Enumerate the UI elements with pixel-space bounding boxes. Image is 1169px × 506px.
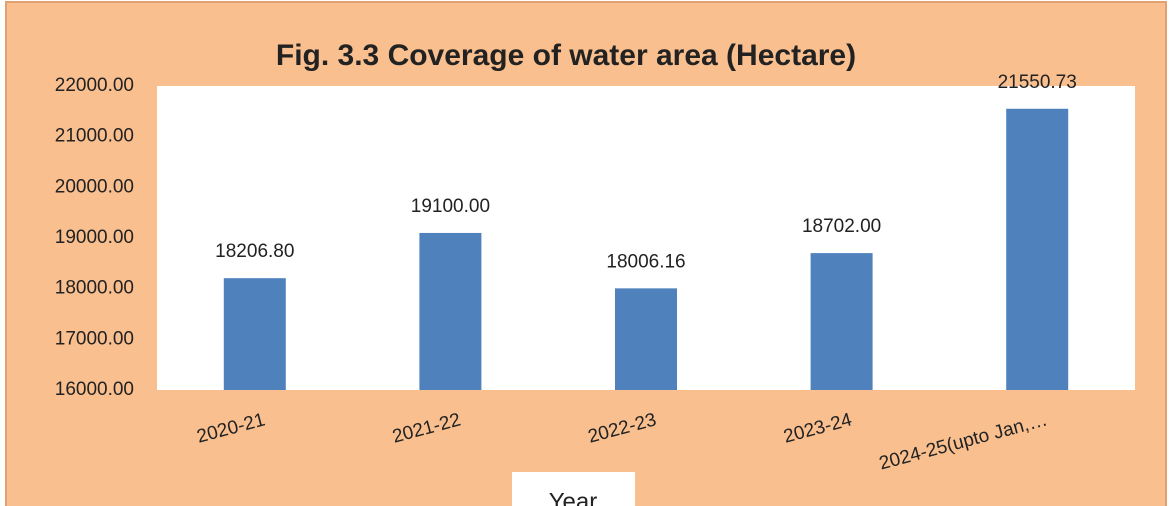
data-label: 18702.00: [802, 216, 881, 237]
y-tick-label: 21000.00: [55, 126, 134, 147]
bar: [223, 278, 286, 390]
bar: [615, 288, 677, 390]
data-label: 18206.80: [215, 241, 294, 262]
data-label: 21550.73: [998, 72, 1077, 93]
chart-title: Fig. 3.3 Coverage of water area (Hectare…: [276, 39, 856, 72]
y-tick-label: 22000.00: [55, 75, 134, 96]
bar: [419, 232, 482, 390]
bar: [1006, 108, 1069, 391]
y-tick-label: 17000.00: [55, 328, 134, 349]
x-label-box: [512, 472, 635, 506]
data-label: 18006.16: [606, 251, 685, 272]
bar: [810, 253, 873, 390]
y-tick-label: 18000.00: [55, 278, 134, 299]
y-tick-label: 16000.00: [55, 379, 134, 400]
y-tick-label: 20000.00: [55, 176, 134, 197]
y-tick-label: 19000.00: [55, 227, 134, 248]
x-axis-label: Year: [549, 488, 598, 506]
data-label: 19100.00: [411, 196, 490, 217]
